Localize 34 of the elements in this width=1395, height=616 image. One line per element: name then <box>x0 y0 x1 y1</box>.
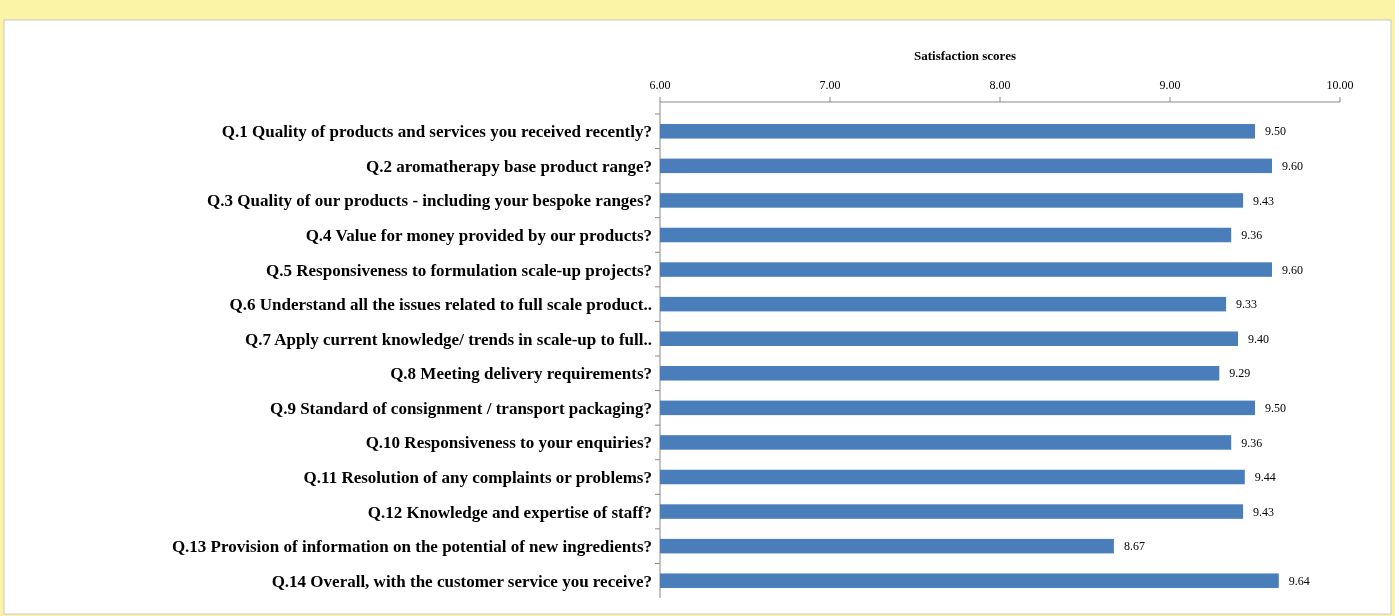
y-tick-label: Q.4 Value for money provided by our products? <box>305 225 652 245</box>
data-label: 9.43 <box>1253 193 1275 208</box>
data-label: 9.36 <box>1241 228 1263 243</box>
y-tick-label: Q.8 Meeting delivery requirements? <box>390 364 652 384</box>
data-label: 9.33 <box>1236 297 1258 312</box>
data-label: 9.50 <box>1265 124 1286 139</box>
data-label: 9.29 <box>1229 366 1251 381</box>
x-tick-label: 8.00 <box>989 78 1011 92</box>
x-axis-title: Satisfaction scores <box>914 48 1016 63</box>
y-tick-label: Q.3 Quality of our products - including your bespoke ranges? <box>207 191 652 211</box>
x-tick-label: 9.00 <box>1159 78 1181 92</box>
y-tick-label: Q.9 Standard of consignment / transport packaging? <box>269 398 652 418</box>
y-tick-label: Q.2 aromatherapy base product range? <box>365 156 652 176</box>
y-tick-label: Q.1 Quality of products and services you received recently? <box>221 122 652 142</box>
x-tick-label: 10.00 <box>1326 78 1354 92</box>
y-tick-label: Q.12 Knowledge and expertise of staff? <box>367 502 652 522</box>
y-tick-label: Q.11 Resolution of any complaints or problems? <box>303 467 652 487</box>
data-label: 9.36 <box>1241 435 1263 450</box>
data-label: 9.44 <box>1254 470 1276 485</box>
data-label: 9.64 <box>1288 573 1310 588</box>
y-tick-label: Q.13 Provision of information on the potential of new ingredients? <box>171 537 652 557</box>
y-tick-label: Q.14 Overall, with the customer service you receive? <box>271 571 652 591</box>
y-tick-label: Q.7 Apply current knowledge/ trends in scale-up to full.. <box>245 329 652 349</box>
y-tick-label: Q.10 Responsiveness to your enquiries? <box>365 433 652 453</box>
y-tick-label: Q.5 Responsiveness to formulation scale-up projects? <box>266 260 652 280</box>
data-label: 9.40 <box>1248 331 1269 346</box>
y-tick-label: Q.6 Understand all the issues related to full scale product.. <box>229 295 652 315</box>
x-tick-label: 7.00 <box>819 78 841 92</box>
data-label: 9.43 <box>1253 504 1275 519</box>
data-label: 9.60 <box>1282 262 1303 277</box>
x-tick-label: 6.00 <box>649 78 671 92</box>
data-label: 9.50 <box>1265 401 1286 416</box>
data-label: 9.60 <box>1282 159 1303 174</box>
data-label: 8.67 <box>1123 539 1145 554</box>
